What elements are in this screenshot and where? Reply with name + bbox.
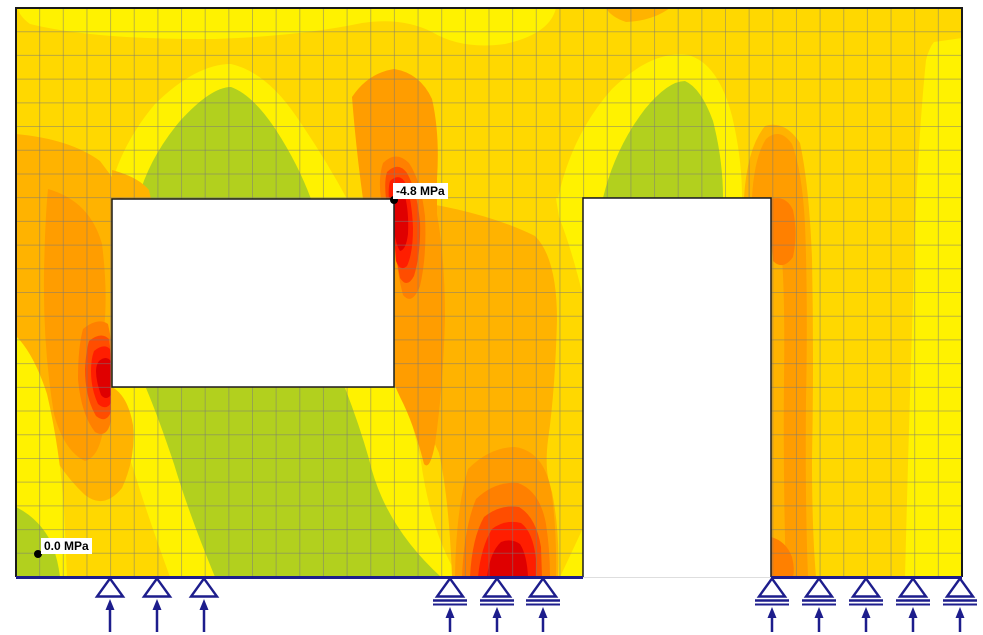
door-outline	[582, 197, 772, 577]
window-opening	[111, 198, 395, 388]
reaction-arrow-head-icon	[105, 599, 115, 610]
contour-region-green	[603, 81, 723, 198]
reaction-arrow-head-icon	[445, 607, 455, 618]
reaction-arrow-head-icon	[767, 607, 777, 618]
contour-region-green	[16, 507, 60, 577]
reaction-arrow-head-icon	[492, 607, 502, 618]
stress-probe-label-min: -4.8 MPa	[393, 183, 448, 199]
support-roller	[849, 576, 883, 632]
support-triangle-icon	[850, 576, 882, 598]
support-triangle-icon	[527, 576, 559, 598]
reaction-arrow-head-icon	[814, 607, 824, 618]
support-triangle-icon	[944, 576, 976, 598]
support-pin	[94, 576, 126, 632]
support-roller	[802, 576, 836, 632]
reaction-arrow-head-icon	[199, 599, 209, 610]
contour-region-yellow	[556, 198, 583, 296]
support-triangle-icon	[803, 576, 835, 598]
contour-region-deepRed	[96, 358, 111, 398]
reaction-arrow-head-icon	[861, 607, 871, 618]
support-roller	[755, 576, 789, 632]
support-pin	[188, 576, 220, 632]
contour-region-deepRed	[393, 188, 409, 251]
contour-region-strongOrange	[771, 198, 796, 266]
support-triangle-icon	[897, 576, 929, 598]
reaction-arrow-head-icon	[538, 607, 548, 618]
contour-region-yellow	[18, 8, 556, 46]
wall-outline	[15, 7, 963, 577]
support-triangle-icon	[434, 576, 466, 598]
support-triangle-icon	[94, 576, 126, 598]
support-triangle-icon	[188, 576, 220, 598]
support-roller	[480, 576, 514, 632]
contour-region-lightOrange	[606, 8, 670, 22]
reaction-arrow-head-icon	[955, 607, 965, 618]
support-triangle-icon	[756, 576, 788, 598]
probe-dot	[34, 550, 42, 558]
support-pin	[141, 576, 173, 632]
support-roller	[526, 576, 560, 632]
reaction-arrow-head-icon	[908, 607, 918, 618]
contour-region-yellow	[560, 528, 583, 577]
support-roller	[433, 576, 467, 632]
support-triangle-icon	[481, 576, 513, 598]
support-roller	[943, 576, 977, 632]
support-triangle-icon	[141, 576, 173, 598]
support-roller	[896, 576, 930, 632]
door-opening	[583, 198, 771, 577]
contour-region-deepRed	[487, 540, 528, 577]
stress-probe-label-zero: 0.0 MPa	[41, 538, 92, 554]
reaction-arrow-head-icon	[152, 599, 162, 610]
contour-region-lightOrange	[112, 170, 151, 199]
contour-region-strongOrange	[771, 537, 794, 577]
contour-region-yellow	[905, 38, 962, 577]
